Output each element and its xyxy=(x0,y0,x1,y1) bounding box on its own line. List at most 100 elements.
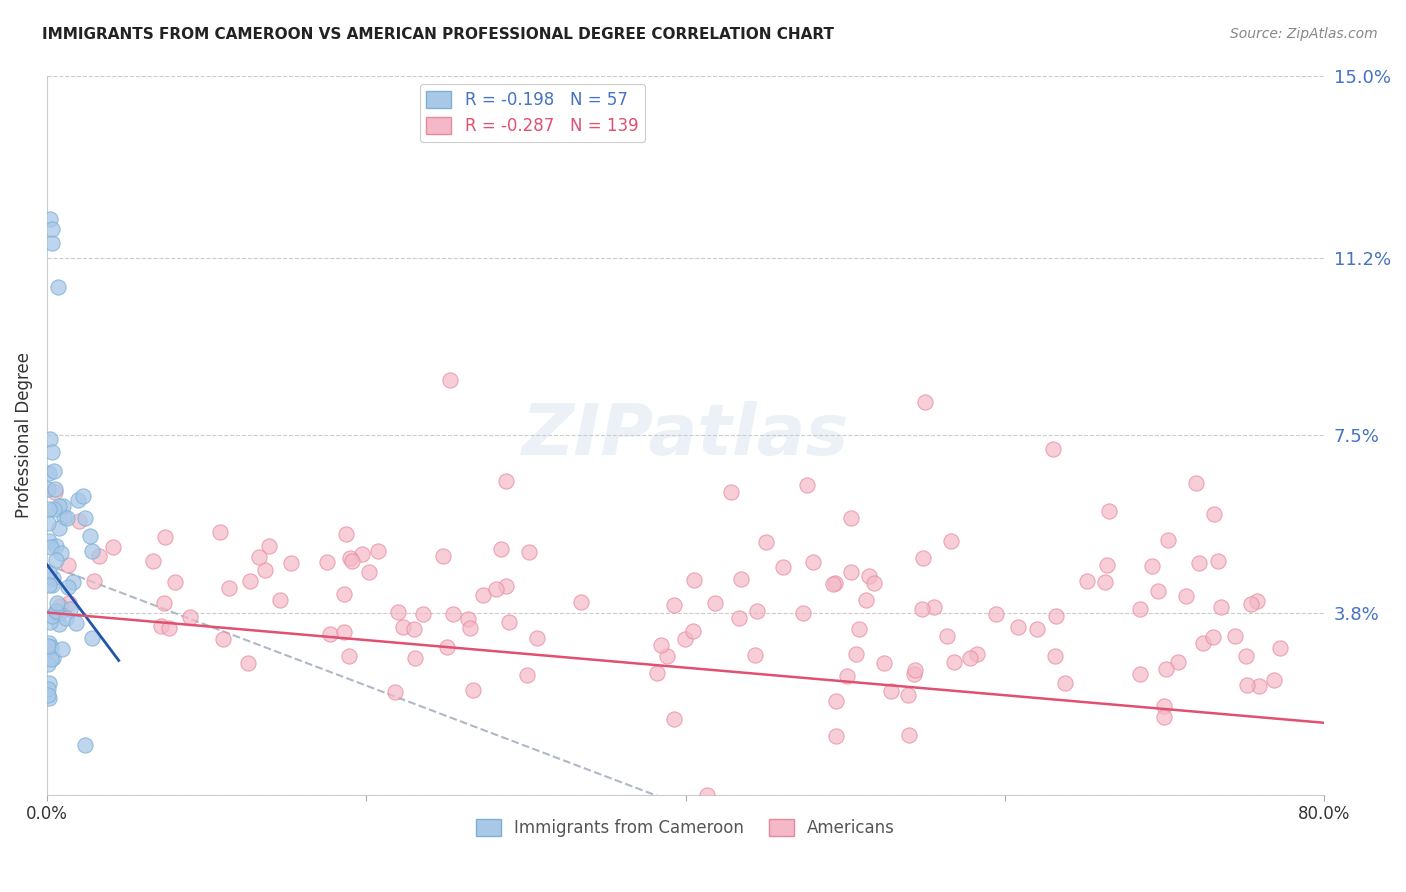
Point xyxy=(359,566,381,580)
Point xyxy=(489,541,512,556)
Point xyxy=(67,514,90,528)
Point xyxy=(880,683,903,698)
Point xyxy=(48,606,70,620)
Point xyxy=(484,582,506,597)
Point xyxy=(402,622,425,636)
Point xyxy=(1263,673,1285,687)
Point xyxy=(1140,559,1163,574)
Point xyxy=(45,553,67,567)
Point xyxy=(80,543,103,558)
Point xyxy=(38,690,60,705)
Point xyxy=(340,554,363,568)
Point xyxy=(1202,630,1225,644)
Point xyxy=(1202,507,1225,521)
Point xyxy=(80,631,103,645)
Point xyxy=(42,651,65,665)
Point xyxy=(436,640,458,654)
Point xyxy=(72,489,94,503)
Point xyxy=(387,605,409,619)
Point xyxy=(498,615,520,629)
Point xyxy=(384,684,406,698)
Point xyxy=(208,524,231,539)
Point xyxy=(41,571,63,585)
Y-axis label: Professional Degree: Professional Degree xyxy=(15,352,32,518)
Point xyxy=(56,558,79,573)
Point xyxy=(51,642,73,657)
Point xyxy=(157,621,180,635)
Point xyxy=(319,626,342,640)
Point xyxy=(772,559,794,574)
Point xyxy=(823,576,845,591)
Point xyxy=(337,648,360,663)
Point xyxy=(391,620,413,634)
Point xyxy=(1026,623,1049,637)
Point xyxy=(904,663,927,677)
Point xyxy=(1007,620,1029,634)
Point xyxy=(37,657,59,671)
Point xyxy=(855,592,877,607)
Point xyxy=(495,579,517,593)
Point xyxy=(367,544,389,558)
Point xyxy=(703,596,725,610)
Point xyxy=(39,640,62,654)
Point xyxy=(48,279,70,293)
Point xyxy=(845,647,868,661)
Point xyxy=(49,546,72,560)
Point xyxy=(441,607,464,621)
Point xyxy=(37,482,59,496)
Point xyxy=(730,572,752,586)
Point xyxy=(1045,608,1067,623)
Point xyxy=(461,682,484,697)
Point xyxy=(650,638,672,652)
Point xyxy=(44,483,66,497)
Point xyxy=(41,222,63,236)
Point xyxy=(858,569,880,583)
Point xyxy=(432,549,454,563)
Point xyxy=(911,550,934,565)
Point xyxy=(936,629,959,643)
Point xyxy=(1157,533,1180,548)
Point xyxy=(682,624,704,638)
Point xyxy=(984,607,1007,621)
Point xyxy=(238,657,260,671)
Point xyxy=(519,545,541,559)
Point xyxy=(839,511,862,525)
Point xyxy=(38,676,60,690)
Text: IMMIGRANTS FROM CAMEROON VS AMERICAN PROFESSIONAL DEGREE CORRELATION CHART: IMMIGRANTS FROM CAMEROON VS AMERICAN PRO… xyxy=(42,27,834,42)
Point xyxy=(1076,574,1098,589)
Point xyxy=(52,499,75,513)
Point xyxy=(1206,554,1229,568)
Point xyxy=(825,729,848,743)
Point xyxy=(254,563,277,577)
Point xyxy=(1268,640,1291,655)
Point xyxy=(37,516,59,530)
Point xyxy=(101,540,124,554)
Point xyxy=(149,619,172,633)
Point xyxy=(1234,648,1257,663)
Point xyxy=(1154,662,1177,676)
Point xyxy=(37,639,59,653)
Point xyxy=(45,539,67,553)
Point xyxy=(1167,655,1189,669)
Point xyxy=(943,655,966,669)
Point xyxy=(89,549,111,564)
Point xyxy=(959,650,981,665)
Point xyxy=(696,788,718,802)
Point xyxy=(48,521,70,535)
Point xyxy=(1129,666,1152,681)
Point xyxy=(55,511,77,525)
Point xyxy=(1153,709,1175,723)
Point xyxy=(1192,636,1215,650)
Point xyxy=(218,581,240,595)
Point xyxy=(48,500,70,514)
Point xyxy=(1094,575,1116,590)
Point xyxy=(495,474,517,488)
Point xyxy=(38,432,60,446)
Point xyxy=(75,738,97,752)
Point xyxy=(1042,442,1064,457)
Text: Source: ZipAtlas.com: Source: ZipAtlas.com xyxy=(1230,27,1378,41)
Point xyxy=(38,502,60,516)
Legend: Immigrants from Cameroon, Americans: Immigrants from Cameroon, Americans xyxy=(470,813,901,844)
Point xyxy=(1246,593,1268,607)
Point xyxy=(1095,558,1118,572)
